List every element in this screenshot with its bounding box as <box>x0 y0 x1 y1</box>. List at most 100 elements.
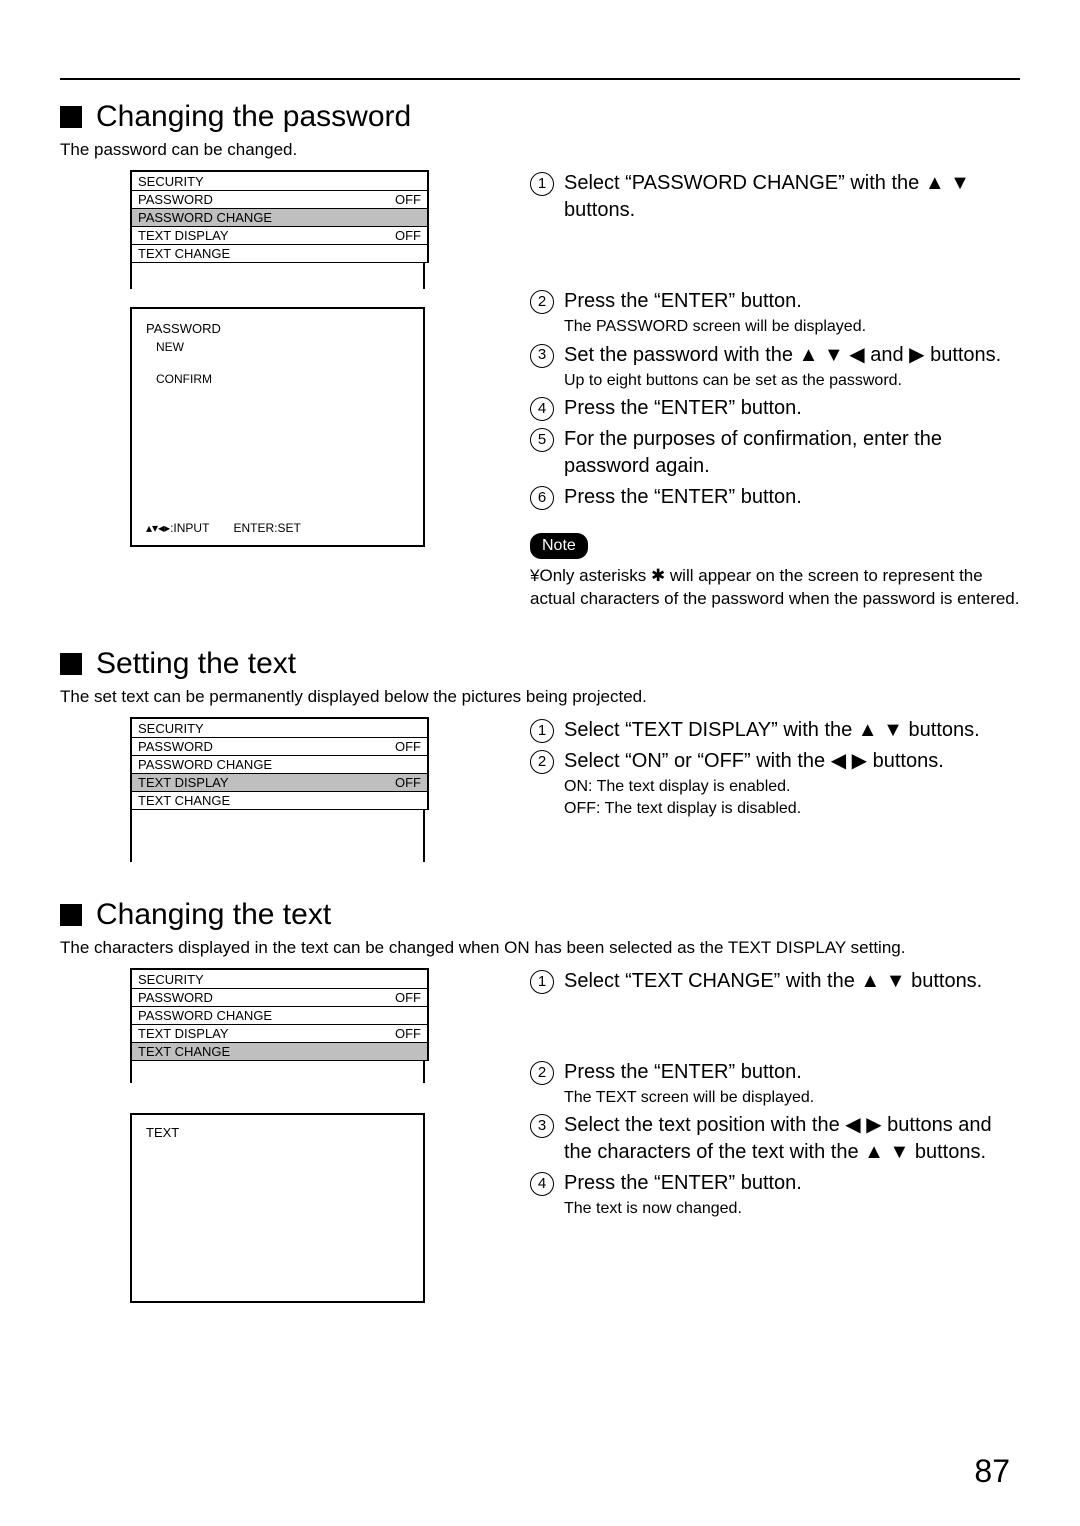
menu-title: SECURITY <box>132 172 427 190</box>
menu-row-value: OFF <box>395 192 421 207</box>
menu-row: PASSWORDOFF <box>132 190 427 208</box>
menu-row: PASSWORD OFF <box>132 737 427 755</box>
pw-title: PASSWORD <box>146 321 409 336</box>
step: 1Select “PASSWORD CHANGE” with the ▲ ▼ b… <box>530 170 1020 224</box>
password-entry-box: PASSWORD NEW CONFIRM ▴▾◂▸:INPUT ENTER:SE… <box>130 307 425 547</box>
menu-row-label: PASSWORD CHANGE <box>138 1008 272 1023</box>
step-body: Select “TEXT DISPLAY” with the ▲ ▼ butto… <box>564 717 1020 744</box>
note-text: ¥Only asterisks ✱ will appear on the scr… <box>530 565 1020 611</box>
menu-row-label: PASSWORD CHANGE <box>138 757 272 772</box>
heading-password: Changing the password <box>60 100 1020 134</box>
pw-footer-enter: ENTER:SET <box>233 521 300 535</box>
step-body: Press the “ENTER” button. <box>564 484 1020 511</box>
menu-title: SECURITY <box>132 719 427 737</box>
step: 3Select the text position with the ◀ ▶ b… <box>530 1112 1020 1166</box>
page-number: 87 <box>974 1453 1010 1490</box>
step: 2Press the “ENTER” button.The PASSWORD s… <box>530 288 1020 338</box>
menu-row-value: OFF <box>395 228 421 243</box>
menu-row: PASSWORD OFF <box>132 988 427 1006</box>
step-body: Select “TEXT CHANGE” with the ▲ ▼ button… <box>564 968 1020 995</box>
step-text: Select “PASSWORD CHANGE” with the ▲ ▼ bu… <box>564 170 1020 224</box>
step-number: 5 <box>530 428 554 452</box>
menu-row-label: PASSWORD <box>138 990 213 1005</box>
step-text: Select “TEXT DISPLAY” with the ▲ ▼ butto… <box>564 717 1020 744</box>
menu-row-value: OFF <box>395 990 421 1005</box>
step-text: For the purposes of confirmation, enter … <box>564 426 1020 480</box>
step: 4 Press the “ENTER” button. <box>530 395 1020 422</box>
heading-settext: Setting the text <box>60 647 1020 681</box>
pw-footer: ▴▾◂▸:INPUT ENTER:SET <box>146 521 409 535</box>
step-subtext: The text is now changed. <box>564 1198 1020 1220</box>
step-number: 1 <box>530 970 554 994</box>
menu-row-label: TEXT DISPLAY <box>138 1026 229 1041</box>
step-text: Press the “ENTER” button. <box>564 484 1020 511</box>
step: 6 Press the “ENTER” button. <box>530 484 1020 511</box>
menu-row: TEXT CHANGE <box>132 791 427 810</box>
right-col-password: 1Select “PASSWORD CHANGE” with the ▲ ▼ b… <box>530 170 1020 611</box>
menu-title: SECURITY <box>132 970 427 988</box>
menu-extra-space <box>130 810 425 862</box>
step-body: Select “ON” or “OFF” with the ◀ ▶ button… <box>564 748 1020 820</box>
security-menu-2: SECURITY PASSWORD OFF PASSWORD CHANGE TEXT … <box>130 717 429 810</box>
menu-row: PASSWORD CHANGE <box>132 208 427 226</box>
menu-row-value: OFF <box>395 1026 421 1041</box>
page: Changing the password The password can b… <box>0 0 1080 1526</box>
step-body: Press the “ENTER” button. <box>564 395 1020 422</box>
step: 1 Select “TEXT CHANGE” with the ▲ ▼ butto… <box>530 968 1020 995</box>
section-settext: Setting the text The set text can be per… <box>60 647 1020 862</box>
step: 1Select “TEXT DISPLAY” with the ▲ ▼ butt… <box>530 717 1020 744</box>
step-body: Set the password with the ▲ ▼ ◀ and ▶ bu… <box>564 342 1020 392</box>
menu-row-label: TEXT CHANGE <box>138 793 230 808</box>
heading-text: Changing the password <box>96 100 411 134</box>
step-number: 2 <box>530 750 554 774</box>
top-rule <box>60 78 1020 80</box>
step-text: Select “ON” or “OFF” with the ◀ ▶ button… <box>564 748 1020 775</box>
security-menu-3: SECURITY PASSWORDOFFPASSWORD CHANGETEXT … <box>130 968 429 1061</box>
intro-settext: The set text can be permanently displaye… <box>60 687 1020 707</box>
step-number: 2 <box>530 1061 554 1085</box>
menu-row-label: TEXT CHANGE <box>138 1044 230 1059</box>
step-number: 3 <box>530 344 554 368</box>
step: 2 Select “ON” or “OFF” with the ◀ ▶ butto… <box>530 748 1020 820</box>
intro-changetext: The characters displayed in the text can… <box>60 938 1020 958</box>
left-col-settext: SECURITY PASSWORD OFF PASSWORD CHANGE TEXT … <box>60 717 500 862</box>
step: 3 Set the password with the ▲ ▼ ◀ and ▶ b… <box>530 342 1020 392</box>
step-text: Press the “ENTER” button. <box>564 395 1020 422</box>
step-body: Press the “ENTER” button.The text is now… <box>564 1170 1020 1220</box>
section-changetext: Changing the text The characters display… <box>60 898 1020 1303</box>
step-body: Select the text position with the ◀ ▶ bu… <box>564 1112 1020 1166</box>
step-number: 2 <box>530 290 554 314</box>
pw-confirm: CONFIRM <box>156 372 409 386</box>
bullet-icon <box>60 653 82 675</box>
step-subtext: The PASSWORD screen will be displayed. <box>564 316 1020 338</box>
note-pill: Note <box>530 533 588 559</box>
step-subtext: The TEXT screen will be displayed. <box>564 1087 1020 1109</box>
menu-row: TEXT DISPLAY OFF <box>132 1024 427 1042</box>
heading-changetext: Changing the text <box>60 898 1020 932</box>
menu-row: TEXT CHANGE <box>132 244 427 263</box>
step-number: 4 <box>530 397 554 421</box>
step-subtext: Up to eight buttons can be set as the pa… <box>564 370 1020 392</box>
menu-row: TEXT DISPLAYOFF <box>132 226 427 244</box>
step: 4 Press the “ENTER” button.The text is no… <box>530 1170 1020 1220</box>
menu-row-label: PASSWORD <box>138 739 213 754</box>
step-body: Press the “ENTER” button.The TEXT screen… <box>564 1059 1020 1109</box>
left-col-password: SECURITY PASSWORDOFFPASSWORD CHANGETEXT … <box>60 170 500 547</box>
step-number: 4 <box>530 1172 554 1196</box>
step-text: Press the “ENTER” button. <box>564 1170 1020 1197</box>
menu-extra-space <box>130 1061 425 1083</box>
heading-text: Changing the text <box>96 898 331 932</box>
right-col-settext: 1Select “TEXT DISPLAY” with the ▲ ▼ butt… <box>530 717 1020 824</box>
step-text: Select the text position with the ◀ ▶ bu… <box>564 1112 1020 1166</box>
menu-row: TEXT CHANGE <box>132 1042 427 1061</box>
pw-footer-input: ▴▾◂▸:INPUT <box>146 521 209 535</box>
left-col-changetext: SECURITY PASSWORDOFFPASSWORD CHANGETEXT … <box>60 968 500 1303</box>
menu-extra-space <box>130 263 425 289</box>
menu-row: PASSWORD CHANGE <box>132 1006 427 1024</box>
section-password: Changing the password The password can b… <box>60 100 1020 611</box>
bullet-icon <box>60 904 82 926</box>
pw-new: NEW <box>156 340 409 354</box>
step-number: 6 <box>530 486 554 510</box>
menu-row-value: OFF <box>395 739 421 754</box>
right-col-changetext: 1 Select “TEXT CHANGE” with the ▲ ▼ butto… <box>530 968 1020 1224</box>
